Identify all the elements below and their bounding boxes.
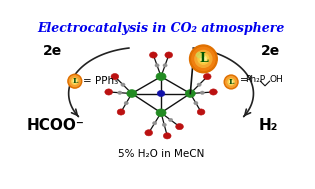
Ellipse shape: [162, 123, 166, 126]
Ellipse shape: [127, 90, 137, 97]
Circle shape: [198, 53, 209, 64]
Circle shape: [68, 74, 82, 88]
Ellipse shape: [152, 122, 157, 125]
Ellipse shape: [124, 101, 128, 105]
Ellipse shape: [111, 74, 119, 80]
Text: HCOO⁻: HCOO⁻: [27, 118, 84, 133]
Ellipse shape: [200, 91, 204, 94]
Ellipse shape: [176, 124, 183, 130]
Circle shape: [228, 79, 234, 85]
Circle shape: [200, 56, 207, 62]
Circle shape: [202, 57, 205, 60]
Ellipse shape: [156, 73, 166, 81]
Ellipse shape: [197, 52, 204, 58]
Ellipse shape: [145, 130, 152, 136]
Ellipse shape: [118, 91, 122, 94]
Circle shape: [72, 78, 78, 84]
Text: 2e: 2e: [43, 44, 62, 58]
Ellipse shape: [163, 133, 171, 139]
Ellipse shape: [197, 109, 205, 115]
Text: 5% H₂O in MeCN: 5% H₂O in MeCN: [118, 149, 204, 159]
Circle shape: [192, 47, 215, 70]
Text: L: L: [199, 52, 208, 65]
Ellipse shape: [194, 101, 198, 105]
Text: L: L: [72, 77, 77, 85]
Ellipse shape: [157, 91, 165, 97]
Ellipse shape: [105, 89, 112, 95]
Text: Ph₂P: Ph₂P: [245, 75, 265, 84]
Circle shape: [190, 45, 217, 73]
Ellipse shape: [209, 89, 217, 95]
Ellipse shape: [169, 118, 173, 122]
Ellipse shape: [150, 52, 157, 58]
Ellipse shape: [203, 74, 211, 80]
Text: =: =: [240, 75, 248, 85]
Ellipse shape: [155, 64, 159, 67]
Circle shape: [226, 77, 237, 87]
Circle shape: [195, 50, 212, 67]
Circle shape: [230, 81, 233, 84]
Ellipse shape: [185, 90, 195, 97]
Text: 2e: 2e: [261, 44, 280, 58]
Ellipse shape: [163, 64, 167, 67]
Text: Electrocatalysis in CO₂ atmosphere: Electrocatalysis in CO₂ atmosphere: [37, 22, 285, 35]
Ellipse shape: [165, 52, 173, 58]
Text: OH: OH: [270, 75, 284, 84]
Ellipse shape: [117, 109, 125, 115]
Circle shape: [73, 80, 76, 83]
Text: H₂: H₂: [258, 118, 278, 133]
Circle shape: [69, 76, 80, 87]
Text: = PPh₃: = PPh₃: [83, 76, 118, 86]
Text: L: L: [228, 78, 234, 86]
Ellipse shape: [121, 83, 125, 86]
Ellipse shape: [197, 83, 201, 86]
Circle shape: [224, 75, 238, 89]
Ellipse shape: [156, 109, 166, 117]
